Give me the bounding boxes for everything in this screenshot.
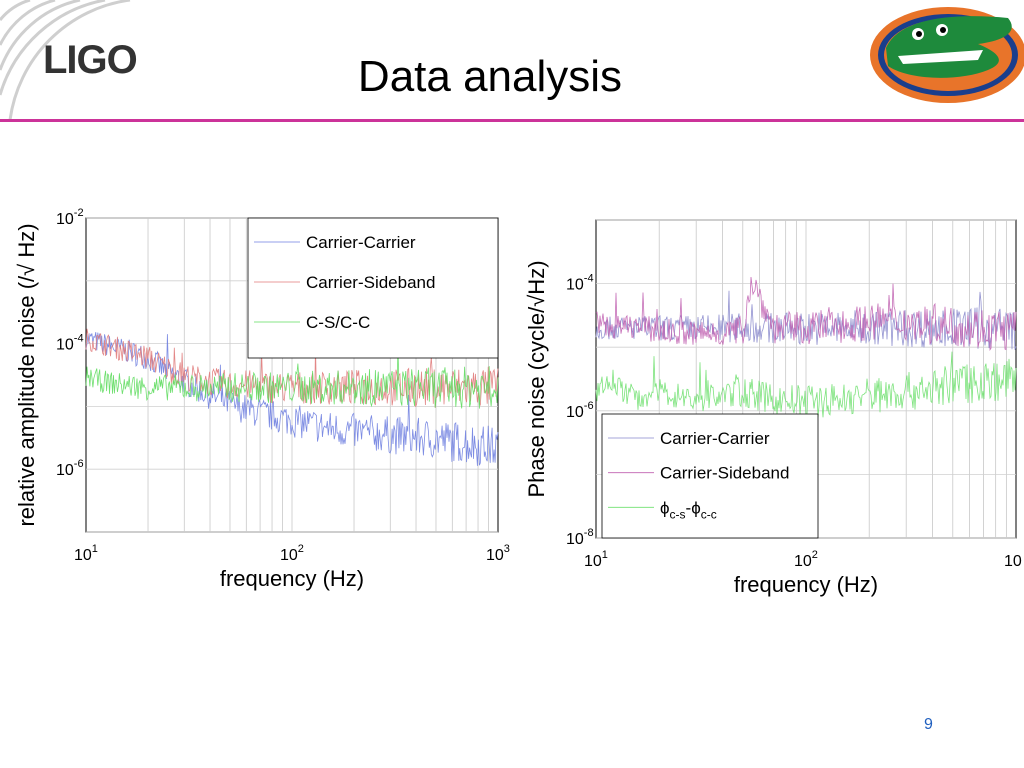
- title-divider: [0, 119, 1024, 122]
- x-tick-label: 102: [794, 549, 818, 570]
- y-axis-label: Phase noise (cycle/√Hz): [524, 260, 549, 497]
- y-tick-label: 10-4: [56, 333, 84, 354]
- y-tick-label: 10-2: [56, 207, 84, 228]
- legend-label: Carrier-Sideband: [306, 273, 435, 292]
- y-axis-label: relative amplitude noise (/√ Hz): [14, 223, 39, 526]
- legend-label: Carrier-Sideband: [660, 464, 789, 483]
- legend-label: Carrier-Carrier: [306, 233, 416, 252]
- series-line: [595, 276, 1017, 351]
- x-axis-label: frequency (Hz): [734, 572, 878, 597]
- series-line: [85, 345, 499, 409]
- ligo-logo: [0, 0, 131, 120]
- series-line: [85, 332, 499, 466]
- y-tick-label: 10-8: [566, 527, 594, 548]
- gator-logo: [870, 7, 1024, 103]
- legend-label: Carrier-Carrier: [660, 429, 770, 448]
- y-tick-label: 10-6: [566, 400, 594, 421]
- legend-label: C-S/C-C: [306, 313, 370, 332]
- x-tick-label: 10: [1004, 553, 1022, 570]
- x-tick-label: 103: [486, 543, 510, 564]
- slide-title: Data analysis: [357, 52, 623, 101]
- x-tick-label: 101: [584, 549, 608, 570]
- legend-box: [247, 217, 499, 359]
- page-number: 9: [924, 716, 933, 733]
- y-tick-label: 10-6: [56, 458, 84, 479]
- legend-label: ϕc-s-ϕc-c: [660, 498, 717, 521]
- x-axis-label: frequency (Hz): [220, 566, 364, 591]
- ligo-wordmark: LIGO: [43, 38, 138, 82]
- y-tick-label: 10-4: [566, 273, 594, 294]
- legend-box: [601, 413, 819, 539]
- x-tick-label: 102: [280, 543, 304, 564]
- x-tick-label: 101: [74, 543, 98, 564]
